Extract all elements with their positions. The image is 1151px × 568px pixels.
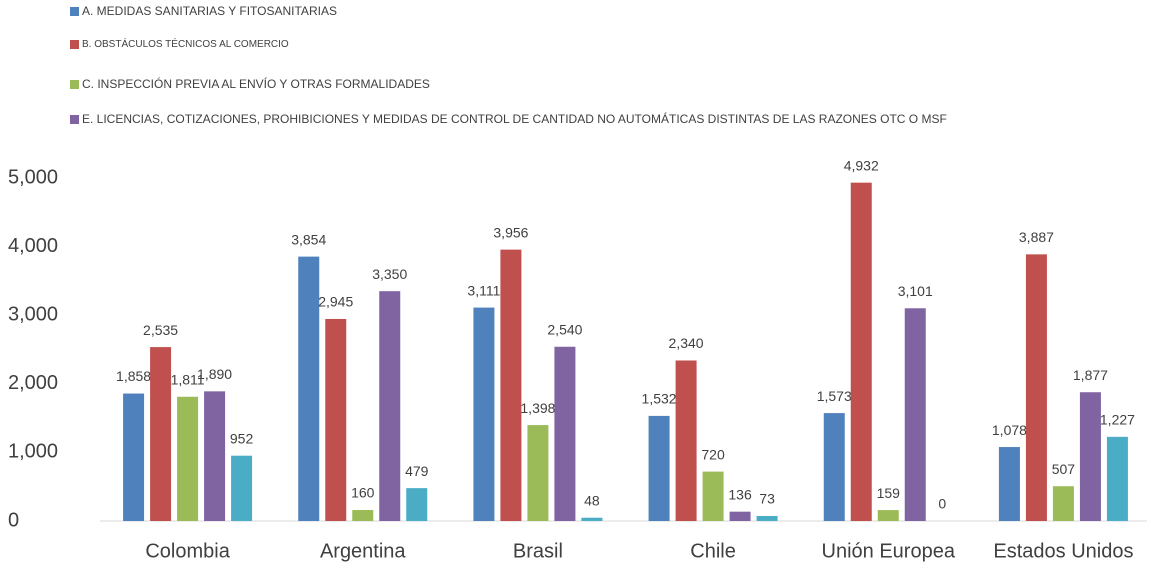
legend-item: B. OBSTÁCULOS TÉCNICOS AL COMERCIO: [70, 37, 1122, 52]
bar: [1106, 436, 1128, 521]
y-tick-label: 5,000: [8, 166, 58, 188]
bar: [204, 391, 226, 521]
x-tick-label: Chile: [690, 540, 736, 562]
value-label: 3,887: [1019, 229, 1054, 245]
value-label: 1,890: [197, 366, 232, 382]
x-tick-label: Argentina: [320, 540, 406, 562]
value-label: 1,573: [817, 388, 852, 404]
bar: [352, 510, 374, 521]
x-tick-label: Estados Unidos: [993, 540, 1133, 562]
bar: [850, 182, 872, 521]
value-label: 1,532: [642, 391, 677, 407]
bar: [379, 291, 401, 521]
bar: [298, 256, 320, 521]
bar: [473, 307, 495, 521]
x-tick-label: Brasil: [513, 540, 563, 562]
value-label: 3,854: [291, 231, 326, 247]
value-label: 3,111: [467, 282, 500, 298]
value-label: 1,858: [116, 368, 151, 384]
x-tick-label: Colombia: [145, 540, 230, 562]
bar: [1079, 392, 1101, 521]
value-label: 3,956: [493, 224, 528, 240]
legend-item: C. INSPECCIÓN PREVIA AL ENVÍO Y OTRAS FO…: [70, 77, 1122, 92]
value-label: 3,350: [372, 266, 407, 282]
bar: [1052, 486, 1074, 521]
value-label: 160: [351, 485, 375, 501]
value-label: 4,932: [844, 157, 879, 173]
value-label: 159: [877, 485, 901, 501]
value-label: 2,340: [669, 335, 704, 351]
bar: [675, 360, 697, 521]
legend-swatch: [70, 80, 79, 89]
bar: [500, 249, 522, 521]
y-tick-label: 0: [8, 509, 19, 531]
value-label: 1,078: [992, 422, 1027, 438]
legend-label: A. MEDIDAS SANITARIAS Y FITOSANITARIAS: [82, 4, 337, 18]
value-label: 2,945: [318, 294, 353, 310]
legend-swatch: [70, 7, 79, 16]
value-label: 0: [938, 496, 946, 512]
value-label: 1,877: [1073, 367, 1108, 383]
value-label: 952: [230, 430, 254, 446]
legend-label: B. OBSTÁCULOS TÉCNICOS AL COMERCIO: [82, 39, 289, 50]
bar: [904, 308, 926, 521]
bar: [325, 318, 347, 521]
bar: [554, 346, 576, 521]
value-label: 2,540: [547, 321, 582, 337]
value-label: 3,101: [898, 283, 933, 299]
value-label: 1,227: [1100, 412, 1135, 428]
legend-swatch: [70, 115, 79, 124]
value-label: 720: [701, 446, 725, 462]
value-label: 136: [728, 486, 752, 502]
legend-swatch: [70, 40, 79, 49]
bar: [648, 415, 670, 521]
value-label: 48: [584, 492, 600, 508]
value-label: 73: [759, 491, 775, 507]
bar: [527, 425, 549, 521]
y-tick-label: 1,000: [8, 441, 58, 463]
bar: [823, 413, 845, 521]
bar: [231, 455, 253, 521]
bar: [729, 511, 751, 521]
legend-label: E. LICENCIAS, COTIZACIONES, PROHIBICIONE…: [82, 112, 947, 126]
legend-item: E. LICENCIAS, COTIZACIONES, PROHIBICIONE…: [70, 112, 1122, 127]
value-label: 2,535: [143, 322, 178, 338]
y-tick-label: 4,000: [8, 235, 58, 257]
bar: [406, 488, 428, 521]
bar: [123, 393, 145, 521]
y-tick-label: 2,000: [8, 372, 58, 394]
bar: [756, 515, 778, 521]
bar: [702, 471, 724, 521]
bar: [150, 347, 172, 521]
x-tick-label: Unión Europea: [822, 540, 956, 562]
value-label: 507: [1052, 461, 1076, 477]
value-label: 1,811: [171, 371, 205, 387]
bar: [581, 517, 603, 521]
value-label: 479: [405, 463, 429, 479]
bar: [177, 396, 199, 521]
value-label: 1,398: [520, 400, 555, 416]
bar: [1025, 254, 1047, 521]
y-tick-label: 3,000: [8, 303, 58, 325]
bar: [998, 447, 1020, 521]
legend-item: A. MEDIDAS SANITARIAS Y FITOSANITARIAS: [70, 4, 1122, 19]
legend-label: C. INSPECCIÓN PREVIA AL ENVÍO Y OTRAS FO…: [82, 77, 430, 91]
bar: [877, 510, 899, 521]
